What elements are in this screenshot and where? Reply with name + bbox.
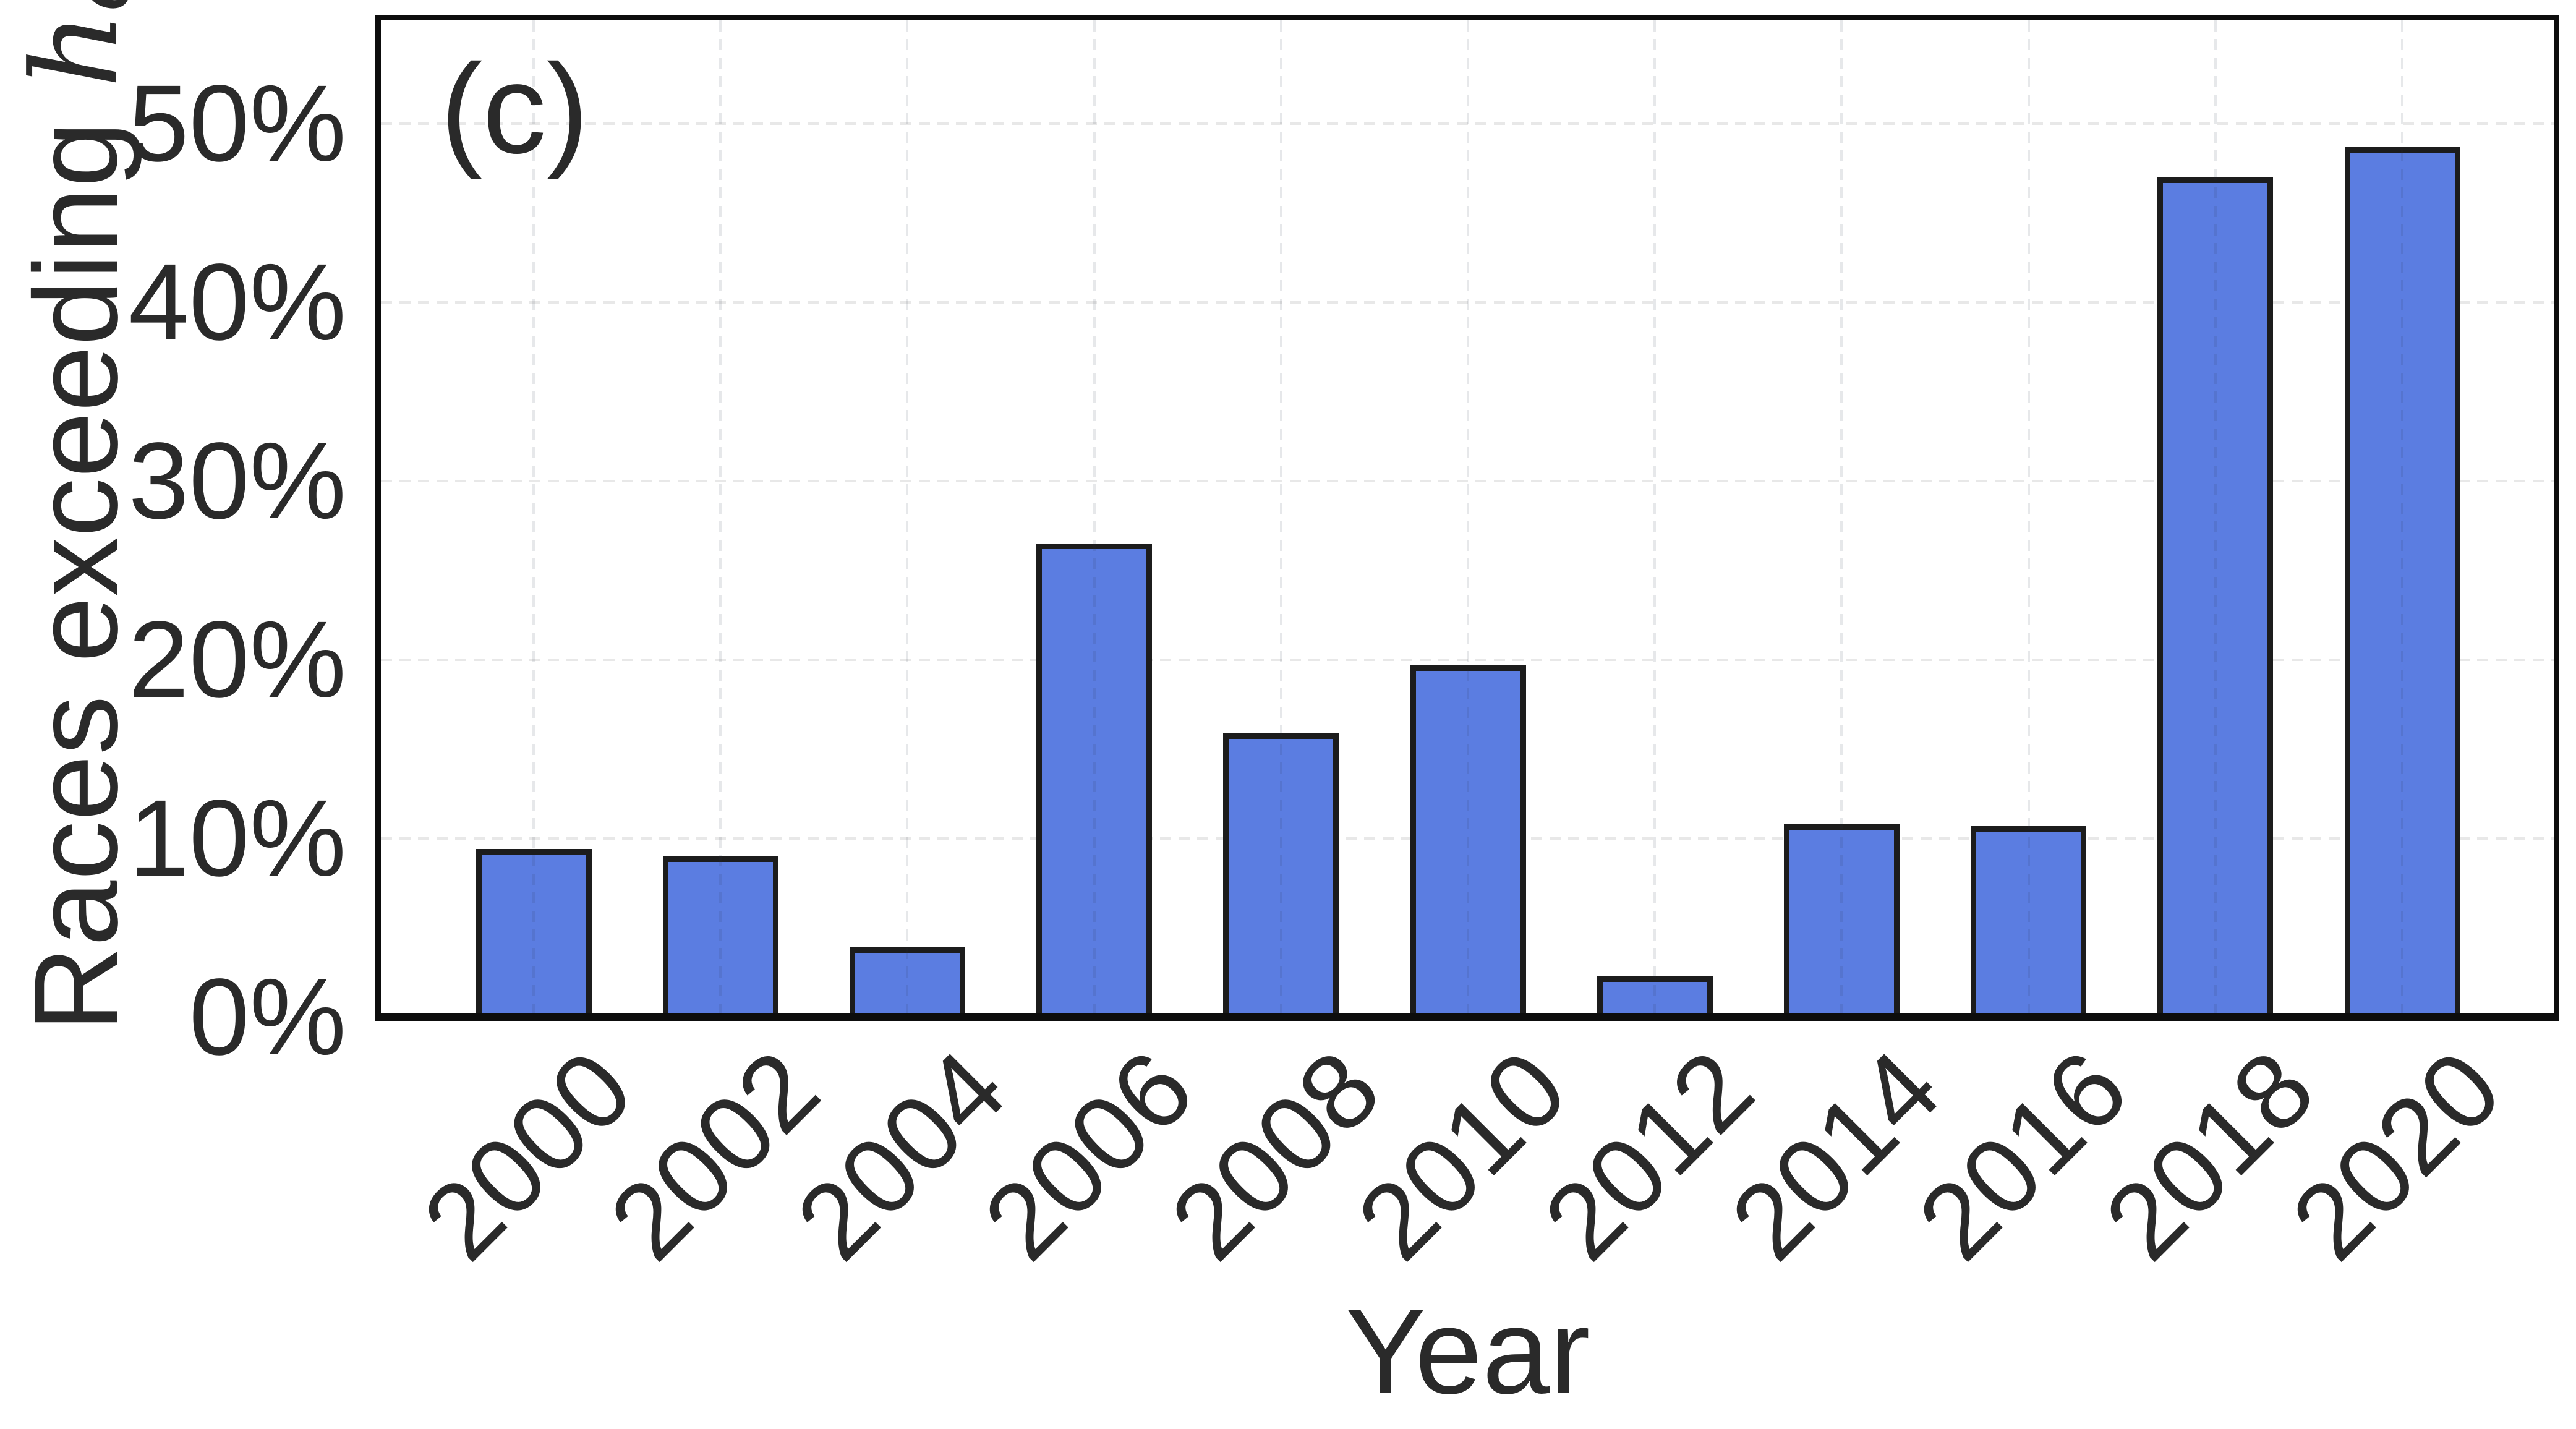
- x-tick-2008: 2008: [1147, 1027, 1402, 1282]
- bar-2010: [1410, 665, 1526, 1018]
- y-tick-40: 40%: [128, 242, 346, 363]
- vgridline-2002: [719, 20, 722, 1017]
- hgridline-20: [381, 659, 2554, 661]
- y-tick-50: 50%: [128, 63, 346, 184]
- vgridline-2006: [1093, 20, 1096, 1017]
- vgridline-2016: [2027, 20, 2030, 1017]
- x-axis-label: Year: [1345, 1284, 1590, 1419]
- bar-2008: [1223, 733, 1339, 1018]
- x-tick-2006: 2006: [960, 1027, 1216, 1282]
- y-tick-20: 20%: [128, 599, 346, 720]
- vgridline-2020: [2401, 20, 2403, 1017]
- x-tick-2000: 2000: [399, 1027, 655, 1282]
- x-tick-2004: 2004: [774, 1027, 1028, 1282]
- vgridline-2008: [1279, 20, 1282, 1017]
- hgridline-30: [381, 480, 2554, 482]
- plot-area: [375, 15, 2559, 1021]
- vgridline-2014: [1840, 20, 1843, 1017]
- spine-top: [375, 15, 2559, 20]
- bar-2018: [2157, 177, 2274, 1018]
- y-tick-10: 10%: [128, 778, 346, 899]
- x-tick-2018: 2018: [2081, 1027, 2337, 1282]
- spine-right: [2554, 15, 2559, 1021]
- spine-left: [375, 15, 381, 1021]
- y-tick-30: 30%: [128, 420, 346, 542]
- x-tick-2002: 2002: [587, 1027, 842, 1282]
- bar-2000: [476, 849, 592, 1018]
- vgridline-2018: [2214, 20, 2217, 1017]
- panel-label: (c): [440, 38, 589, 180]
- bar-2020: [2344, 147, 2460, 1018]
- hgridline-40: [381, 301, 2554, 304]
- vgridline-2012: [1653, 20, 1657, 1017]
- x-tick-2020: 2020: [2268, 1027, 2523, 1282]
- x-tick-2012: 2012: [1521, 1027, 1776, 1282]
- bar-2006: [1036, 544, 1153, 1018]
- y-axis-label-math-sub-c: c: [53, 0, 147, 12]
- bar-2014: [1783, 824, 1900, 1018]
- x-tick-2016: 2016: [1895, 1027, 2150, 1282]
- hgridline-50: [381, 122, 2554, 125]
- vgridline-2004: [906, 20, 909, 1017]
- x-axis-line: [375, 1013, 2559, 1021]
- x-tick-2014: 2014: [1708, 1027, 1963, 1282]
- vgridline-2000: [532, 20, 535, 1017]
- vgridline-2010: [1467, 20, 1469, 1017]
- bar-2004: [849, 947, 965, 1018]
- bar-2016: [1971, 825, 2087, 1018]
- x-tick-2010: 2010: [1334, 1027, 1589, 1282]
- bar-2012: [1597, 976, 1713, 1018]
- y-tick-0: 0%: [189, 957, 346, 1078]
